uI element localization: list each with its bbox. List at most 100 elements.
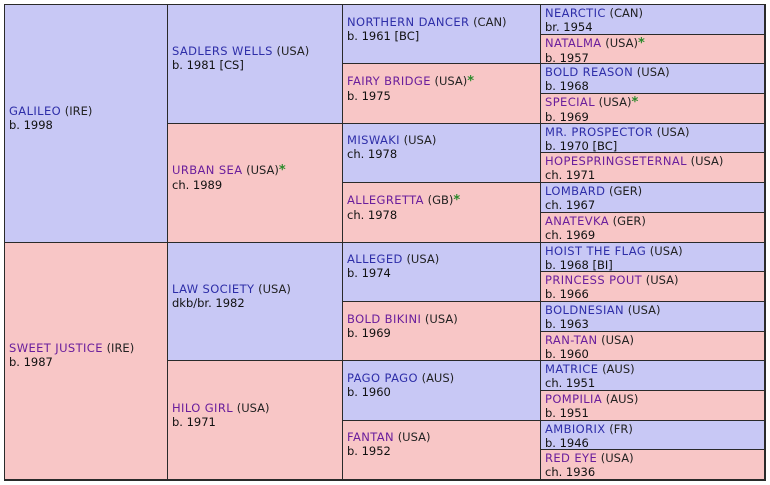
country-code: (AUS) bbox=[421, 370, 455, 385]
horse-name-link[interactable]: FANTAN bbox=[347, 430, 395, 445]
sire-cell-gen4: HOIST THE FLAG (USA) b. 1968 [BI] bbox=[541, 242, 765, 273]
birth-info: ch. 1978 bbox=[347, 147, 398, 162]
horse-name-link[interactable]: ALLEGRETTA bbox=[347, 192, 424, 207]
horse-name-link[interactable]: NATALMA bbox=[545, 35, 602, 50]
birth-info: b. 1970 [BC] bbox=[545, 138, 618, 153]
dam-cell-gen3: ALLEGRETTA (GB)* ch. 1978 bbox=[343, 183, 541, 243]
birth-info: b. 1951 bbox=[545, 405, 589, 420]
country-code: (USA) bbox=[598, 95, 632, 110]
horse-name-link[interactable]: LAW SOCIETY bbox=[172, 281, 255, 296]
dam-cell-gen4: HOPESPRINGSETERNAL (USA) ch. 1971 bbox=[541, 153, 765, 184]
sire-cell-gen4: BOLDNESIAN (USA) b. 1963 bbox=[541, 301, 765, 332]
horse-name-link[interactable]: FAIRY BRIDGE bbox=[347, 74, 431, 89]
horse-name-link[interactable]: RED EYE bbox=[545, 451, 598, 466]
sire-cell-gen2: LAW SOCIETY (USA) dkb/br. 1982 bbox=[168, 242, 343, 362]
dam-cell-gen4: SPECIAL (USA)* b. 1969 bbox=[541, 94, 765, 124]
birth-info: b. 1998 bbox=[9, 117, 53, 132]
country-code: (IRE) bbox=[106, 341, 135, 356]
birth-info: b. 1960 bbox=[545, 346, 589, 361]
dam-cell-gen4: PRINCESS POUT (USA) b. 1966 bbox=[541, 272, 765, 302]
country-code: (GB) bbox=[427, 192, 454, 207]
horse-name-link[interactable]: NORTHERN DANCER bbox=[347, 14, 470, 29]
birth-info: b. 1974 bbox=[347, 266, 391, 281]
birth-info: ch. 1936 bbox=[545, 465, 596, 480]
sire-cell-gen2: SADLERS WELLS (USA) b. 1981 [CS] bbox=[168, 5, 343, 124]
star-icon: * bbox=[278, 163, 286, 179]
birth-info: b. 1963 bbox=[545, 316, 589, 331]
horse-name-link[interactable]: BOLD REASON bbox=[545, 65, 634, 80]
country-code: (USA) bbox=[258, 281, 291, 296]
birth-info: ch. 1978 bbox=[347, 207, 398, 222]
star-icon: * bbox=[467, 74, 475, 90]
country-code: (USA) bbox=[690, 154, 724, 169]
horse-name-link[interactable]: URBAN SEA bbox=[172, 163, 243, 178]
horse-name-link[interactable]: HILO GIRL bbox=[172, 400, 234, 415]
birth-info: b. 1957 bbox=[545, 50, 589, 65]
country-code: (USA) bbox=[406, 252, 440, 267]
sire-cell-gen4: MR. PROSPECTOR (USA) b. 1970 [BC] bbox=[541, 123, 765, 154]
star-icon: * bbox=[638, 35, 645, 51]
country-code: (USA) bbox=[600, 451, 634, 466]
country-code: (AUS) bbox=[605, 391, 639, 406]
horse-name-link[interactable]: SWEET JUSTICE bbox=[9, 341, 103, 356]
birth-info: b. 1971 bbox=[172, 414, 216, 429]
horse-name-link[interactable]: ALLEGED bbox=[347, 252, 403, 267]
horse-name-link[interactable]: MR. PROSPECTOR bbox=[545, 124, 653, 139]
birth-info: b. 1981 [CS] bbox=[172, 58, 244, 73]
dam-cell-gen4: POMPILIA (AUS) b. 1951 bbox=[541, 390, 765, 421]
horse-name-link[interactable]: HOIST THE FLAG bbox=[545, 243, 647, 258]
sire-cell-gen3: PAGO PAGO (AUS) b. 1960 bbox=[343, 361, 541, 421]
dam-cell-gen4: RED EYE (USA) ch. 1936 bbox=[541, 450, 765, 480]
dam-cell-gen2: HILO GIRL (USA) b. 1971 bbox=[168, 361, 343, 480]
country-code: (USA) bbox=[645, 273, 679, 288]
birth-info: b. 1960 bbox=[347, 384, 391, 399]
horse-name-link[interactable]: HOPESPRINGSETERNAL bbox=[545, 154, 687, 169]
birth-info: b. 1961 [BC] bbox=[347, 28, 420, 43]
horse-name-link[interactable]: PRINCESS POUT bbox=[545, 273, 643, 288]
horse-name-link[interactable]: SPECIAL bbox=[545, 95, 595, 110]
country-code: (USA) bbox=[636, 65, 670, 80]
country-code: (USA) bbox=[403, 133, 437, 148]
dam-cell-gen3: FANTAN (USA) b. 1952 bbox=[343, 420, 541, 480]
sire-cell-gen4: MATRICE (AUS) ch. 1951 bbox=[541, 361, 765, 391]
dam-cell-gen4: ANATEVKA (GER) ch. 1969 bbox=[541, 212, 765, 243]
horse-name-link[interactable]: BOLD BIKINI bbox=[347, 311, 422, 326]
country-code: (CAN) bbox=[609, 6, 643, 20]
dam-cell-gen4: NATALMA (USA)* b. 1957 bbox=[541, 34, 765, 65]
country-code: (USA) bbox=[424, 311, 458, 326]
birth-info: ch. 1951 bbox=[545, 376, 596, 391]
country-code: (USA) bbox=[601, 332, 634, 347]
birth-info: ch. 1969 bbox=[545, 227, 596, 242]
country-code: (USA) bbox=[605, 35, 639, 50]
horse-name-link[interactable]: RAN-TAN bbox=[545, 332, 598, 347]
sire-cell-gen4: BOLD REASON (USA) b. 1968 bbox=[541, 64, 765, 95]
birth-info: b. 1987 bbox=[9, 355, 53, 370]
sire-cell-gen3: ALLEGED (USA) b. 1974 bbox=[343, 242, 541, 302]
horse-name-link[interactable]: LOMBARD bbox=[545, 184, 606, 199]
horse-name-link[interactable]: GALILEO bbox=[9, 103, 62, 118]
horse-name-link[interactable]: SADLERS WELLS bbox=[172, 44, 273, 59]
horse-name-link[interactable]: ANATEVKA bbox=[545, 213, 610, 228]
horse-name-link[interactable]: PAGO PAGO bbox=[347, 370, 418, 385]
birth-info: b. 1968 [BI] bbox=[545, 257, 613, 272]
horse-name-link[interactable]: NEARCTIC bbox=[545, 6, 606, 20]
country-code: (USA) bbox=[246, 163, 279, 178]
country-code: (USA) bbox=[236, 400, 270, 415]
country-code: (GER) bbox=[609, 184, 643, 199]
country-code: (CAN) bbox=[473, 14, 507, 29]
horse-name-link[interactable]: POMPILIA bbox=[545, 391, 603, 406]
sire-cell-gen4: LOMBARD (GER) ch. 1967 bbox=[541, 183, 765, 213]
birth-info: ch. 1967 bbox=[545, 198, 596, 213]
birth-info: b. 1969 bbox=[545, 110, 589, 124]
birth-info: dkb/br. 1982 bbox=[172, 295, 245, 310]
horse-name-link[interactable]: MATRICE bbox=[545, 362, 599, 377]
horse-name-link[interactable]: BOLDNESIAN bbox=[545, 302, 625, 317]
country-code: (AUS) bbox=[602, 362, 635, 377]
horse-name-link[interactable]: AMBIORIX bbox=[545, 421, 606, 436]
country-code: (IRE) bbox=[64, 103, 93, 118]
birth-info: b. 1968 bbox=[545, 79, 589, 94]
dam-cell-gen4: RAN-TAN (USA) b. 1960 bbox=[541, 331, 765, 362]
horse-name-link[interactable]: MISWAKI bbox=[347, 133, 400, 148]
sire-cell-gen4: AMBIORIX (FR) b. 1946 bbox=[541, 420, 765, 451]
birth-info: b. 1969 bbox=[347, 325, 391, 340]
